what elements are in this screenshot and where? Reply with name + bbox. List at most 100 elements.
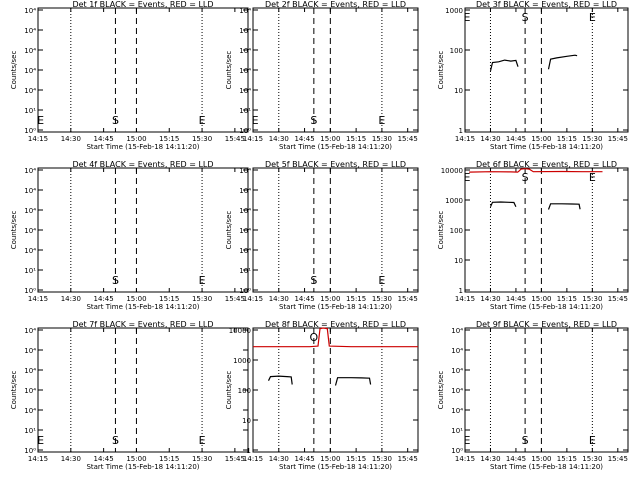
- y-axis-label: Counts/sec: [437, 371, 445, 410]
- x-tick-label: 15:00: [126, 295, 146, 303]
- x-tick-label: 15:45: [608, 295, 628, 303]
- x-axis-label: Start Time (15-Feb-18 14:11:20): [279, 463, 392, 471]
- y-tick-label: 10⁴: [451, 327, 463, 335]
- x-tick-label: 14:45: [294, 455, 314, 463]
- y-axis-label: Counts/sec: [10, 211, 18, 250]
- y-tick-label: 1: [459, 127, 463, 135]
- marker-e1: E: [464, 171, 471, 184]
- x-tick-label: 15:15: [159, 455, 179, 463]
- x-tick-label: 14:30: [61, 295, 81, 303]
- x-tick-label: 15:45: [608, 455, 628, 463]
- y-tick-label: 10: [454, 87, 463, 95]
- y-tick-label: 10⁴: [451, 387, 463, 395]
- events-series-line: [491, 202, 516, 207]
- y-tick-label: 1: [247, 447, 251, 455]
- x-tick-label: 15:00: [531, 295, 551, 303]
- y-tick-label: 1: [459, 287, 463, 295]
- plot-frame: [465, 328, 628, 452]
- y-tick-label: 10⁴: [239, 247, 251, 255]
- x-axis-label: Start Time (15-Feb-18 14:11:20): [490, 303, 603, 311]
- y-tick-label: 10⁴: [239, 167, 251, 175]
- y-tick-label: 10⁴: [24, 7, 36, 15]
- x-tick-label: 15:30: [372, 455, 392, 463]
- x-axis-label: Start Time (15-Feb-18 14:11:20): [86, 303, 199, 311]
- y-tick-label: 10⁴: [24, 347, 36, 355]
- x-tick-label: 14:30: [61, 455, 81, 463]
- y-tick-label: 10⁴: [239, 7, 251, 15]
- x-tick-label: 14:15: [455, 135, 475, 143]
- y-tick-label: 1000: [445, 197, 463, 205]
- x-tick-label: 15:00: [320, 135, 340, 143]
- marker-s: S: [310, 114, 317, 127]
- x-tick-label: 14:45: [506, 455, 526, 463]
- y-tick-label: 10⁴: [239, 47, 251, 55]
- events-series-line: [549, 204, 581, 210]
- y-tick-label: 10⁴: [451, 367, 463, 375]
- x-tick-label: 14:15: [28, 135, 48, 143]
- x-tick-label: 15:45: [398, 135, 418, 143]
- plot-frame: [465, 168, 628, 292]
- y-tick-label: 1000: [445, 7, 463, 15]
- marker-e2: E: [589, 171, 596, 184]
- x-axis-label: Start Time (15-Feb-18 14:11:20): [86, 463, 199, 471]
- y-tick-label: 10⁴: [24, 327, 36, 335]
- y-tick-label: 10⁰: [239, 287, 251, 295]
- marker-e2: E: [199, 114, 206, 127]
- x-tick-label: 15:00: [126, 135, 146, 143]
- y-tick-label: 10⁴: [239, 207, 251, 215]
- y-tick-label: 10⁴: [451, 407, 463, 415]
- y-tick-label: 10⁴: [239, 27, 251, 35]
- x-tick-label: 15:15: [346, 455, 366, 463]
- x-tick-label: 14:15: [243, 135, 263, 143]
- x-tick-label: 14:15: [455, 295, 475, 303]
- plot-frame: [38, 8, 248, 132]
- y-tick-label: 10¹: [239, 107, 251, 115]
- events-series-line: [549, 55, 578, 69]
- x-tick-label: 15:30: [582, 295, 602, 303]
- x-tick-label: 15:30: [372, 295, 392, 303]
- x-tick-label: 15:00: [126, 455, 146, 463]
- x-axis-label: Start Time (15-Feb-18 14:11:20): [86, 143, 199, 151]
- x-tick-label: 15:15: [557, 455, 577, 463]
- x-tick-label: 14:30: [480, 455, 500, 463]
- x-axis-label: Start Time (15-Feb-18 14:11:20): [279, 303, 392, 311]
- x-tick-label: 14:30: [61, 135, 81, 143]
- marker-e2: E: [378, 114, 385, 127]
- x-tick-label: 14:15: [28, 455, 48, 463]
- marker-s: S: [522, 434, 529, 447]
- x-tick-label: 15:45: [608, 135, 628, 143]
- y-axis-label: Counts/sec: [225, 371, 233, 410]
- y-tick-label: 10⁰: [24, 287, 36, 295]
- x-tick-label: 15:30: [582, 455, 602, 463]
- y-tick-label: 10¹: [24, 107, 36, 115]
- y-tick-label: 10⁴: [24, 27, 36, 35]
- x-tick-label: 15:00: [531, 455, 551, 463]
- x-tick-label: 15:15: [346, 135, 366, 143]
- x-tick-label: 14:45: [506, 135, 526, 143]
- y-tick-label: 1000: [233, 357, 251, 365]
- x-tick-label: 15:15: [557, 135, 577, 143]
- x-tick-label: 15:00: [531, 135, 551, 143]
- x-tick-label: 14:30: [269, 455, 289, 463]
- x-tick-label: 15:30: [372, 135, 392, 143]
- y-tick-label: 10⁴: [24, 87, 36, 95]
- marker-e2: E: [589, 434, 596, 447]
- x-tick-label: 14:30: [269, 135, 289, 143]
- marker-e1: E: [37, 114, 44, 127]
- marker-e1: E: [37, 434, 44, 447]
- plot-frame: [253, 8, 418, 132]
- y-axis-label: Counts/sec: [10, 371, 18, 410]
- events-series-line: [269, 376, 293, 384]
- y-tick-label: 10⁰: [24, 127, 36, 135]
- y-tick-label: 10¹: [24, 267, 36, 275]
- x-tick-label: 14:45: [94, 295, 114, 303]
- x-tick-label: 15:30: [582, 135, 602, 143]
- lld-series-line: [253, 328, 418, 347]
- marker-s: S: [112, 434, 119, 447]
